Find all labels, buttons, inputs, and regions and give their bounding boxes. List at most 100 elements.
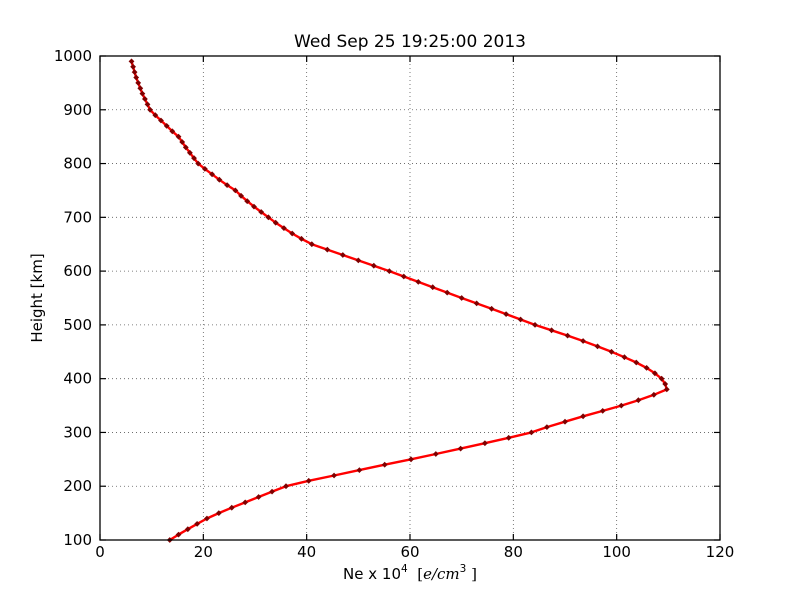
data-point-marker	[356, 467, 363, 473]
data-point-marker	[238, 192, 244, 199]
data-point-marker	[184, 526, 191, 533]
data-point-marker	[169, 128, 176, 135]
ne-profile-series	[128, 58, 670, 543]
data-point-marker	[265, 214, 272, 221]
data-point-marker	[548, 327, 555, 334]
data-point-marker	[658, 375, 665, 382]
data-point-marker	[194, 521, 200, 527]
data-point-marker	[128, 58, 135, 65]
data-point-marker	[562, 418, 568, 425]
data-point-marker	[635, 397, 642, 404]
data-point-marker	[618, 402, 625, 409]
data-point-marker	[544, 424, 550, 430]
data-point-marker	[444, 289, 451, 296]
data-point-marker	[608, 348, 615, 355]
y-tick-label: 800	[63, 155, 92, 173]
data-point-marker	[195, 160, 202, 167]
data-point-marker	[429, 284, 436, 291]
data-point-marker	[289, 230, 296, 237]
data-point-marker	[482, 440, 488, 447]
data-point-marker	[505, 434, 512, 441]
data-point-marker	[135, 80, 142, 86]
x-axis-label: Ne x 104 [e/cm3 ]	[343, 563, 477, 583]
data-point-marker	[458, 295, 465, 301]
data-point-marker	[228, 504, 235, 511]
data-point-marker	[580, 338, 586, 344]
x-axis-label-superscript-4: 4	[401, 563, 408, 575]
data-point-marker	[355, 257, 362, 264]
data-point-marker	[137, 85, 144, 92]
x-tick-label: 60	[400, 543, 419, 561]
data-point-marker	[272, 219, 279, 226]
data-point-marker	[175, 133, 182, 140]
y-tick-label: 300	[63, 423, 92, 441]
data-point-marker	[244, 198, 251, 205]
x-tick-label: 40	[297, 543, 316, 561]
data-point-marker	[415, 279, 422, 285]
data-point-marker	[652, 370, 658, 377]
data-point-marker	[370, 262, 377, 269]
data-point-marker	[580, 413, 586, 420]
y-tick-label: 400	[63, 370, 92, 388]
data-point-marker	[139, 90, 146, 97]
data-point-marker	[133, 74, 140, 81]
x-axis-label-bracket-open: [	[408, 565, 423, 583]
y-tick-label: 1000	[54, 47, 92, 65]
data-point-marker	[305, 477, 312, 484]
chart-title: Wed Sep 25 19:25:00 2013	[294, 32, 526, 52]
data-point-marker	[152, 112, 159, 119]
data-point-marker	[144, 101, 151, 108]
grid-lines	[100, 56, 720, 540]
data-point-marker	[147, 106, 153, 113]
x-tick-label: 20	[194, 543, 213, 561]
x-axis-label-prefix: Ne x 10	[343, 565, 401, 583]
data-point-marker	[202, 166, 208, 172]
tick-labels: 0 20 40 60 80 100 120 100 200 300 400 500 600 700 800 9…	[54, 47, 735, 561]
x-tick-label: 100	[602, 543, 631, 561]
data-point-marker	[142, 96, 148, 102]
data-point-marker	[242, 499, 249, 506]
data-point-marker	[281, 225, 287, 231]
data-point-marker	[130, 63, 136, 70]
data-point-marker	[204, 515, 210, 522]
y-tick-label: 600	[63, 262, 92, 280]
data-point-marker	[663, 386, 670, 393]
x-axis-label-bracket-close: ]	[466, 565, 477, 583]
data-point-marker	[269, 488, 275, 495]
x-axis-label-superscript-3: 3	[460, 563, 467, 575]
data-point-marker	[191, 155, 197, 162]
x-tick-label: 0	[95, 543, 105, 561]
x-axis-label-math: e/cm	[423, 565, 460, 583]
data-point-marker	[324, 246, 331, 253]
data-point-marker	[209, 171, 215, 178]
data-point-marker	[432, 451, 439, 457]
data-point-marker	[131, 69, 138, 75]
y-tick-label: 700	[63, 208, 92, 226]
data-point-marker	[232, 187, 239, 194]
data-point-marker	[503, 311, 509, 317]
data-point-marker	[532, 322, 538, 328]
data-point-marker	[251, 203, 257, 210]
data-point-marker	[224, 182, 230, 188]
data-point-marker	[517, 316, 524, 323]
y-tick-label: 500	[63, 316, 92, 334]
data-point-marker	[182, 144, 189, 151]
data-point-marker	[488, 305, 495, 312]
data-point-marker	[255, 494, 262, 500]
y-tick-label: 200	[63, 477, 92, 495]
x-tick-label: 80	[504, 543, 523, 561]
data-point-marker	[331, 472, 337, 479]
data-point-marker	[179, 139, 186, 145]
ne-profile-line	[130, 60, 668, 542]
data-point-marker	[599, 408, 606, 414]
data-point-marker	[381, 461, 388, 468]
data-point-marker	[400, 273, 407, 280]
data-point-marker	[298, 235, 305, 242]
y-tick-label: 900	[63, 101, 92, 119]
data-point-marker	[457, 445, 464, 452]
data-point-marker	[283, 483, 289, 490]
data-point-marker	[258, 209, 265, 215]
data-point-marker	[386, 268, 393, 274]
data-point-marker	[408, 456, 414, 463]
